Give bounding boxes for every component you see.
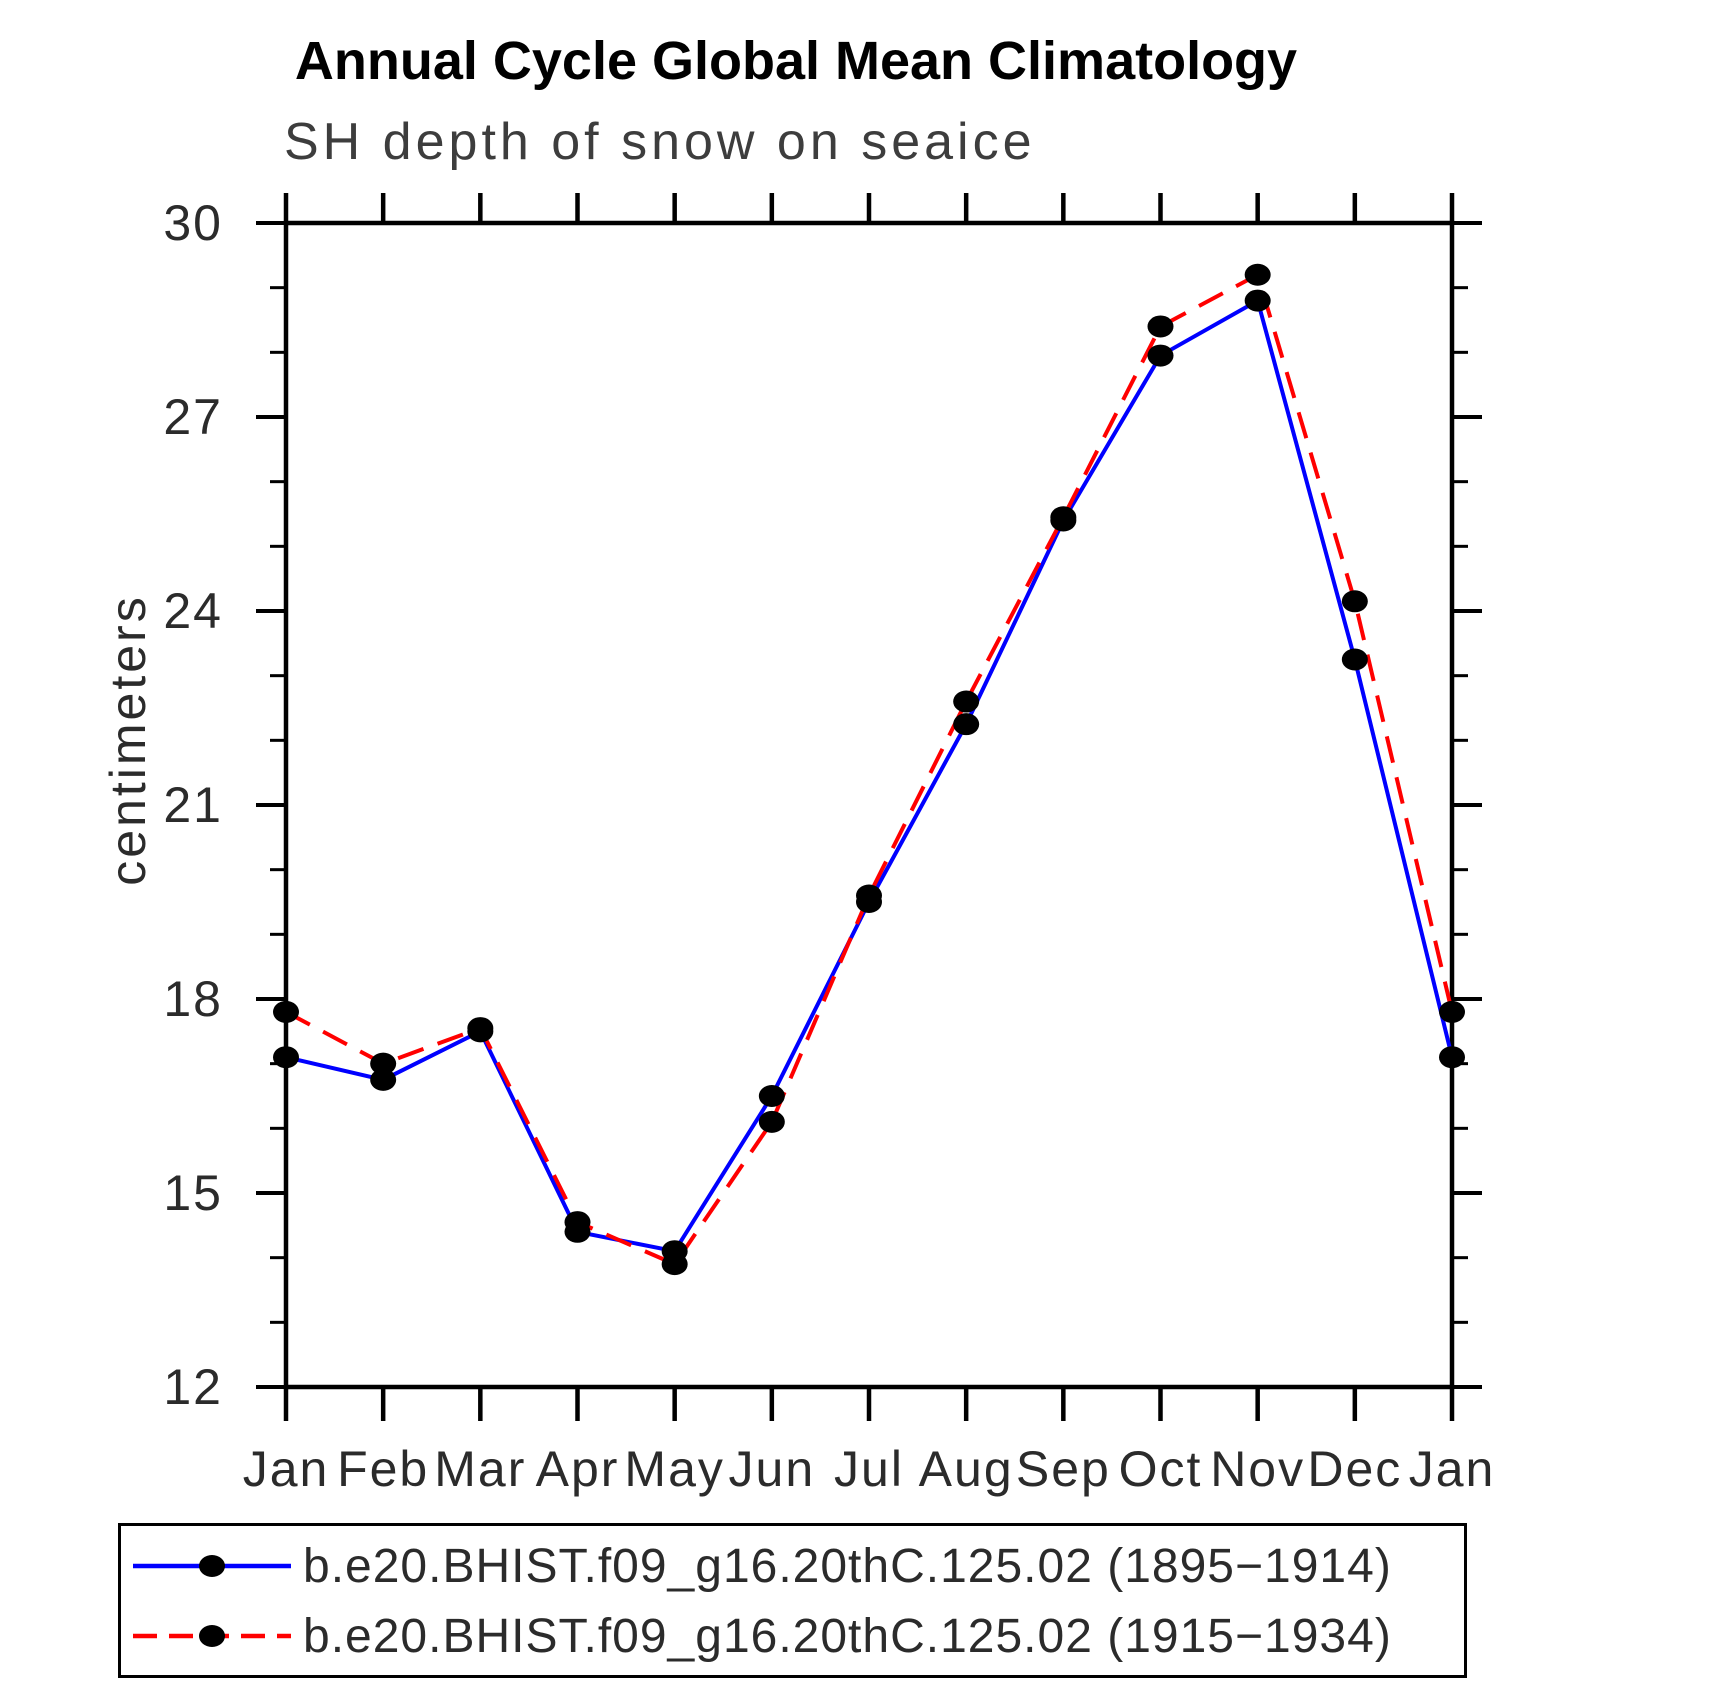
x-tick-label: Jun <box>728 1441 816 1497</box>
legend-label: b.e20.BHIST.f09_g16.20thC.125.02 (1895−1… <box>303 1539 1392 1593</box>
data-point-marker <box>1341 648 1368 671</box>
x-tick-label: May <box>624 1441 725 1497</box>
data-point-marker <box>1439 1046 1465 1069</box>
data-point-marker <box>758 1110 785 1133</box>
data-point-marker <box>273 1046 299 1069</box>
legend-item: b.e20.BHIST.f09_g16.20thC.125.02 (1895−1… <box>129 1536 1392 1596</box>
legend-label: b.e20.BHIST.f09_g16.20thC.125.02 (1915−1… <box>303 1609 1392 1663</box>
x-tick-label: Jan <box>242 1441 330 1497</box>
data-point-marker <box>856 884 882 907</box>
y-tick-label: 30 <box>163 195 223 251</box>
y-tick-label: 18 <box>163 971 223 1027</box>
data-point-marker <box>1439 1000 1465 1023</box>
data-point-marker <box>758 1085 785 1107</box>
data-point-marker <box>370 1052 397 1075</box>
legend-marker-dot <box>199 1555 225 1577</box>
series-line-0 <box>285 297 1454 1254</box>
data-point-marker <box>1244 289 1271 312</box>
chart-title: Annual Cycle Global Mean Climatology <box>294 31 1298 91</box>
legend-marker-dot <box>199 1625 225 1647</box>
data-point-marker <box>564 1211 591 1234</box>
data-point-marker <box>1147 315 1174 338</box>
data-point-marker <box>467 1017 494 1040</box>
y-tick-label: 24 <box>163 583 223 639</box>
data-point-marker <box>953 690 980 713</box>
data-point-marker <box>370 1068 397 1091</box>
data-point-marker <box>1244 263 1271 286</box>
data-point-marker <box>273 1000 299 1023</box>
x-tick-label: Apr <box>535 1441 620 1497</box>
legend: b.e20.BHIST.f09_g16.20thC.125.02 (1895−1… <box>118 1523 1467 1678</box>
x-tick-label: Jul <box>834 1441 904 1497</box>
x-tick-label: Dec <box>1307 1441 1403 1497</box>
y-tick-label: 15 <box>163 1165 223 1221</box>
x-tick-label: Nov <box>1210 1441 1306 1497</box>
x-tick-label: Oct <box>1118 1441 1203 1497</box>
plot-frame <box>283 220 1455 1390</box>
y-tick-label: 12 <box>163 1359 223 1415</box>
x-tick-label: Mar <box>434 1441 527 1497</box>
x-tick-label: Sep <box>1015 1441 1111 1497</box>
data-point-marker <box>953 713 980 736</box>
data-point-marker <box>1341 590 1368 613</box>
x-tick-label: Aug <box>918 1441 1014 1497</box>
x-tick-label: Jan <box>1408 1441 1496 1497</box>
chart-subtitle: SH depth of snow on seaice <box>284 113 1036 171</box>
legend-line-sample-solid <box>133 1555 291 1577</box>
legend-line-sample-dashed <box>133 1625 291 1647</box>
legend-item: b.e20.BHIST.f09_g16.20thC.125.02 (1915−1… <box>129 1606 1392 1666</box>
data-point-marker <box>661 1253 688 1276</box>
y-tick-label: 21 <box>163 777 223 833</box>
y-tick-label: 27 <box>163 389 223 445</box>
data-point-marker <box>1147 344 1174 367</box>
x-tick-label: Feb <box>337 1441 430 1497</box>
series-line-1 <box>285 271 1454 1267</box>
data-point-marker <box>1050 506 1077 529</box>
